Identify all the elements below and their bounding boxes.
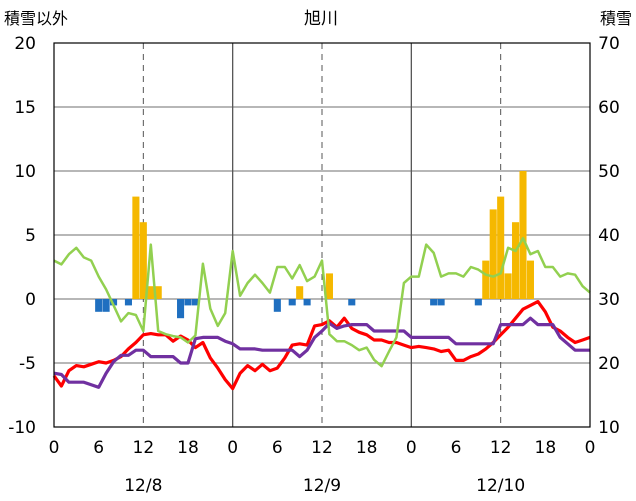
precip-bar [348, 299, 356, 306]
right-tick-label: 40 [598, 226, 620, 246]
snowfall-bar [489, 209, 497, 299]
right-tick-label: 50 [598, 162, 620, 182]
x-tick-label: 12 [490, 438, 512, 458]
snowfall-bar [526, 260, 534, 299]
x-tick-label: 6 [272, 438, 283, 458]
date-label: 12/8 [124, 476, 162, 496]
left-tick-label: -10 [8, 418, 36, 438]
date-label: 12/10 [476, 476, 525, 496]
bars [95, 171, 534, 319]
snowfall-bar [519, 171, 527, 299]
series-line-2 [53, 316, 590, 389]
precip-bar [288, 299, 296, 306]
precip-bar [474, 299, 482, 306]
x-tick-label: 6 [451, 438, 462, 458]
right-tick-label: 60 [598, 98, 620, 118]
left-tick-label: 10 [14, 162, 36, 182]
precip-bar [95, 299, 103, 312]
precip-bar [177, 299, 185, 319]
right-tick-label: 20 [598, 354, 620, 374]
right-axis-title: 積雪 [600, 9, 632, 28]
x-tick-label: 18 [177, 438, 199, 458]
left-tick-label: -5 [19, 354, 36, 374]
series-line-1 [52, 300, 591, 391]
date-label: 12/9 [303, 476, 341, 496]
x-tick-label: 12 [311, 438, 333, 458]
precip-bar [184, 299, 192, 306]
snowfall-bar [497, 196, 505, 299]
precip-bar [273, 299, 281, 312]
x-tick-label: 0 [49, 438, 60, 458]
x-tick-label: 6 [93, 438, 104, 458]
precip-bar [437, 299, 445, 306]
x-tick-label: 18 [356, 438, 378, 458]
chart-title: 旭川 [304, 9, 338, 29]
snowfall-bar [154, 286, 162, 299]
snowfall-bar [147, 286, 155, 299]
x-tick-label: 0 [406, 438, 417, 458]
snowfall-bar [482, 260, 490, 299]
x-tick-label: 18 [535, 438, 557, 458]
x-tick-label: 12 [133, 438, 155, 458]
precip-bar [110, 299, 118, 306]
series-lines [52, 236, 591, 391]
plot-area-frame [53, 42, 591, 428]
left-tick-label: 15 [14, 98, 36, 118]
precip-bar [430, 299, 438, 306]
left-tick-label: 0 [25, 290, 36, 310]
right-tick-label: 70 [598, 34, 620, 54]
series-line-3 [53, 236, 591, 368]
snowfall-bar [139, 222, 147, 299]
snowfall-bar [512, 222, 520, 299]
right-tick-label: 30 [598, 290, 620, 310]
right-tick-label: 10 [598, 418, 620, 438]
precip-bar [303, 299, 311, 306]
x-tick-label: 0 [585, 438, 596, 458]
snowfall-bar [325, 273, 333, 299]
precip-bar [191, 299, 199, 306]
x-tick-label: 0 [227, 438, 238, 458]
snowfall-bar [132, 196, 140, 299]
left-tick-label: 20 [14, 34, 36, 54]
left-axis-title: 積雪以外 [4, 9, 68, 28]
snowfall-bar [296, 286, 304, 299]
left-tick-label: 5 [25, 226, 36, 246]
precip-bar [124, 299, 132, 306]
snowfall-bar [504, 273, 512, 299]
precip-bar [102, 299, 110, 312]
